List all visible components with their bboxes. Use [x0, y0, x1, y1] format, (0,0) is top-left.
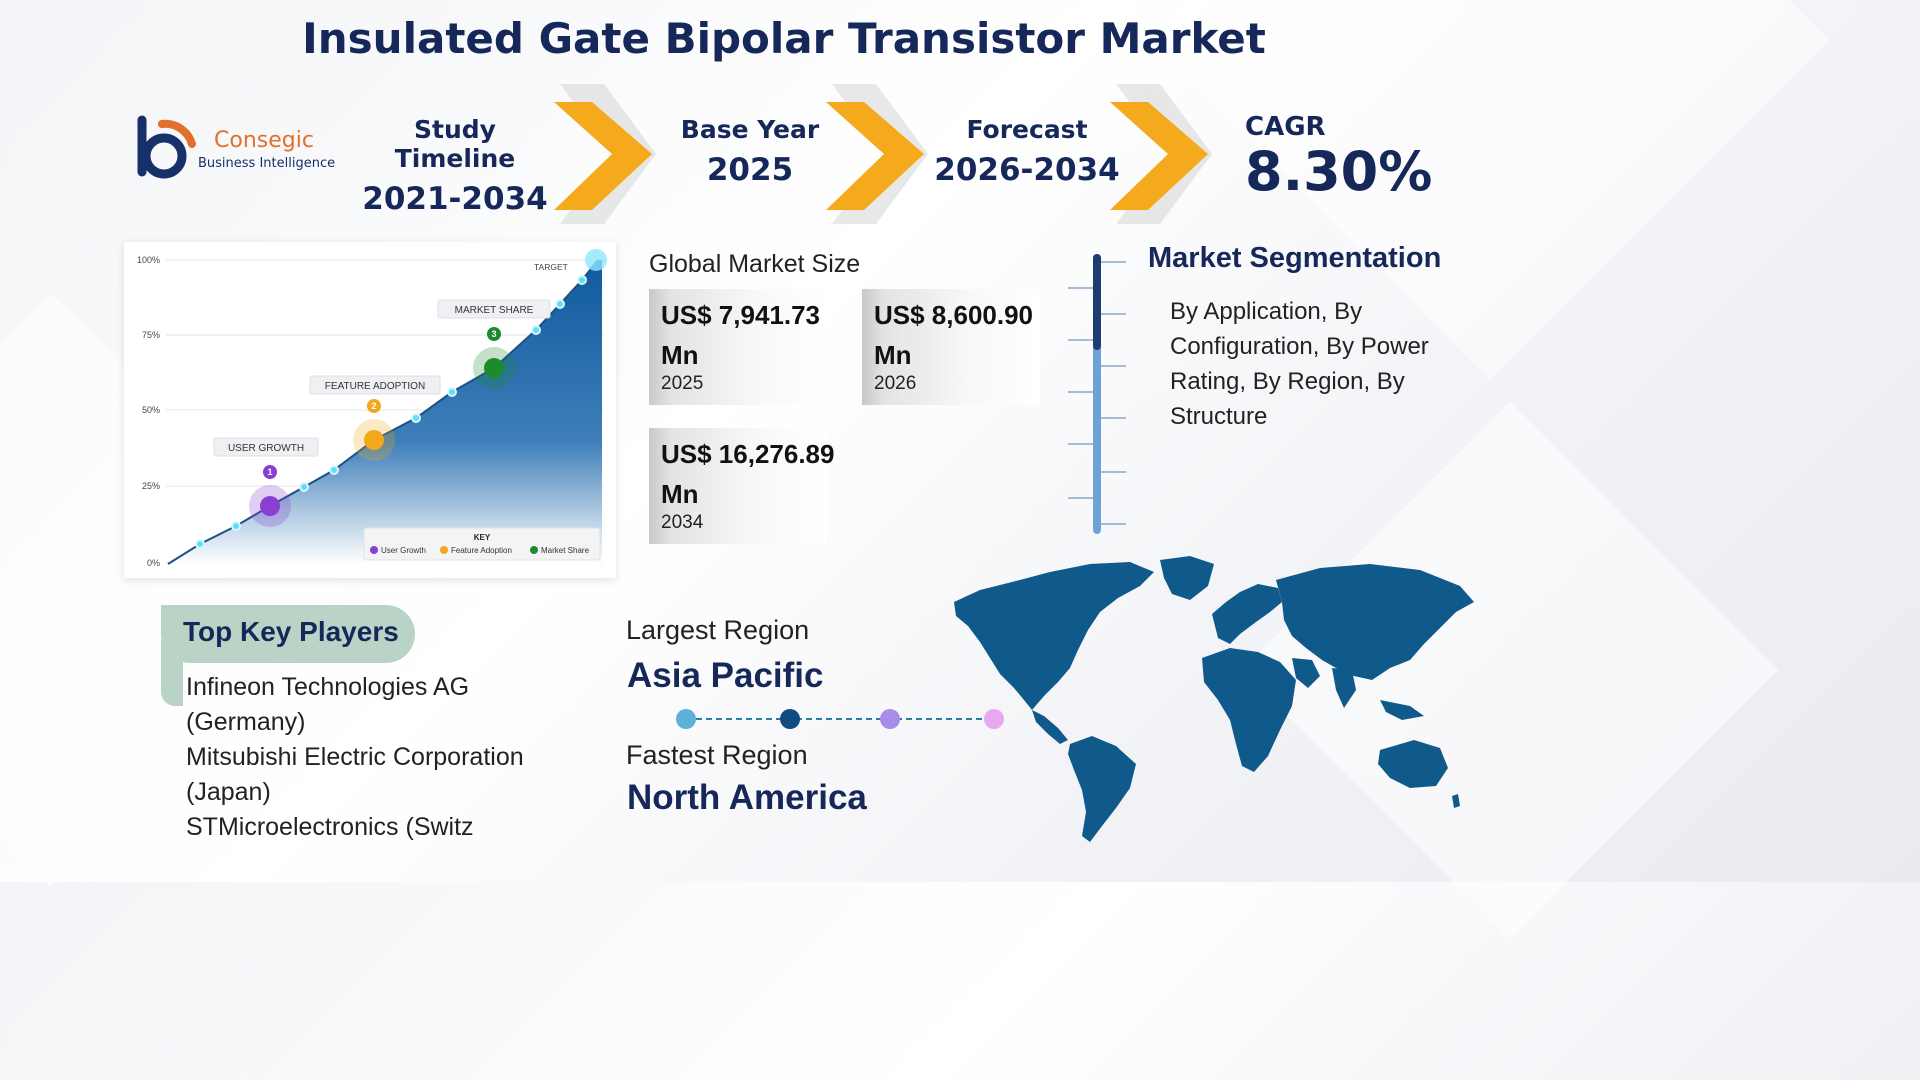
key-player-item: Infineon Technologies AG (Germany) — [186, 673, 470, 736]
chevron-right-icon — [554, 84, 656, 224]
study-timeline-value: 2021-2034 — [362, 181, 548, 217]
segmentation-title: Market Segmentation — [1148, 242, 1442, 274]
market-size-title: Global Market Size — [649, 250, 861, 278]
y-tick-label: 75% — [142, 330, 160, 340]
key-item-label: User Growth — [381, 546, 426, 555]
company-logo: Consegic Business Intelligence — [132, 114, 342, 190]
milestone-number: 3 — [491, 329, 496, 339]
logo-name: Consegic — [214, 128, 314, 153]
key-player-item: Mitsubishi Electric Corporation (Japan) — [186, 743, 524, 806]
market-size-value: US$ 8,600.90 Mn — [874, 300, 1034, 370]
y-tick-label: 50% — [142, 405, 160, 415]
forecast-period: Forecast 2026-2034 — [932, 115, 1122, 188]
forecast-value: 2026-2034 — [934, 152, 1120, 188]
logo-subtitle: Business Intelligence — [198, 156, 336, 171]
region-dot — [780, 709, 800, 729]
milestone-number: 1 — [267, 467, 272, 477]
key-players-tab — [161, 605, 415, 663]
target-label: TARGET — [534, 262, 568, 272]
market-size-card-2034: US$ 16,276.89 Mn 2034 — [649, 428, 834, 544]
y-tick-label: 0% — [147, 558, 160, 568]
growth-illustration-svg: 100% 75% 50% 25% 0% TARGET USER GROWTH 1 FEATU… — [137, 249, 607, 568]
chevron-right-icon — [826, 84, 928, 224]
fastest-region-value: North America — [627, 778, 867, 817]
logo-mark-icon — [137, 115, 196, 179]
key-players-list: Infineon Technologies AG (Germany) Mitsu… — [186, 670, 566, 845]
milestone-1: USER GROWTH 1 — [213, 437, 319, 527]
region-dot — [984, 709, 1004, 729]
key-item-label: Market Share — [541, 546, 590, 555]
cagr-value: 8.30% — [1245, 140, 1433, 203]
world-map — [954, 556, 1474, 842]
market-size-card-2025: US$ 7,941.73 Mn 2025 — [649, 289, 827, 405]
milestone-2: FEATURE ADOPTION 2 — [309, 375, 441, 461]
y-tick-label: 25% — [142, 481, 160, 491]
milestone-label: MARKET SHARE — [455, 305, 534, 316]
growth-illustration: 100% 75% 50% 25% 0% TARGET USER GROWTH 1 FEATU… — [124, 242, 616, 578]
key-item: User Growth — [370, 546, 426, 555]
key-item: Market Share — [530, 546, 590, 555]
market-size-year: 2034 — [661, 512, 704, 533]
milestone-number: 2 — [371, 401, 376, 411]
market-size-year: 2026 — [874, 373, 917, 394]
largest-region-value: Asia Pacific — [627, 656, 824, 695]
base-year-label: Base Year — [680, 115, 820, 144]
study-timeline-label: Study Timeline — [394, 115, 516, 173]
cagr-label: CAGR — [1245, 112, 1326, 142]
page-title: Insulated Gate Bipolar Transistor Market — [302, 14, 1266, 63]
study-timeline: Study Timeline 2021-2034 — [350, 115, 560, 217]
region-dots-connector — [676, 709, 1004, 729]
market-size-value: US$ 16,276.89 Mn — [661, 439, 835, 509]
region-dot — [676, 709, 696, 729]
region-dot — [880, 709, 900, 729]
key-player-item: STMicroelectronics (Switz — [186, 813, 474, 841]
milestone-label: FEATURE ADOPTION — [325, 381, 425, 392]
market-size-card-2026: US$ 8,600.90 Mn 2026 — [862, 289, 1040, 405]
largest-region-label: Largest Region — [626, 615, 810, 645]
y-axis-ticks: 100% 75% 50% 25% 0% — [137, 255, 160, 568]
base-year-value: 2025 — [706, 152, 794, 188]
segment-bar-decoration — [1068, 254, 1126, 534]
milestone-3: MARKET SHARE 3 — [437, 299, 551, 389]
y-tick-label: 100% — [137, 255, 160, 265]
milestone-label: USER GROWTH — [228, 443, 304, 454]
segmentation-text: By Application, By Configuration, By Pow… — [1170, 298, 1429, 430]
key-players-title: Top Key Players — [183, 616, 399, 647]
milestones: USER GROWTH 1 FEATURE ADOPTION 2 MARKET SHAR… — [213, 299, 551, 527]
key-title: KEY — [474, 533, 491, 542]
key-legend: User Growth Feature Adoption Market Share — [370, 546, 590, 555]
chevron-right-icon — [1110, 84, 1212, 224]
fastest-region-label: Fastest Region — [626, 740, 808, 770]
key-item: Feature Adoption — [440, 546, 512, 555]
forecast-label: Forecast — [966, 115, 1088, 144]
market-size-value: US$ 7,941.73 Mn — [661, 300, 821, 370]
market-size-year: 2025 — [661, 373, 704, 394]
base-year: Base Year 2025 — [660, 115, 840, 188]
key-item-label: Feature Adoption — [451, 546, 512, 555]
